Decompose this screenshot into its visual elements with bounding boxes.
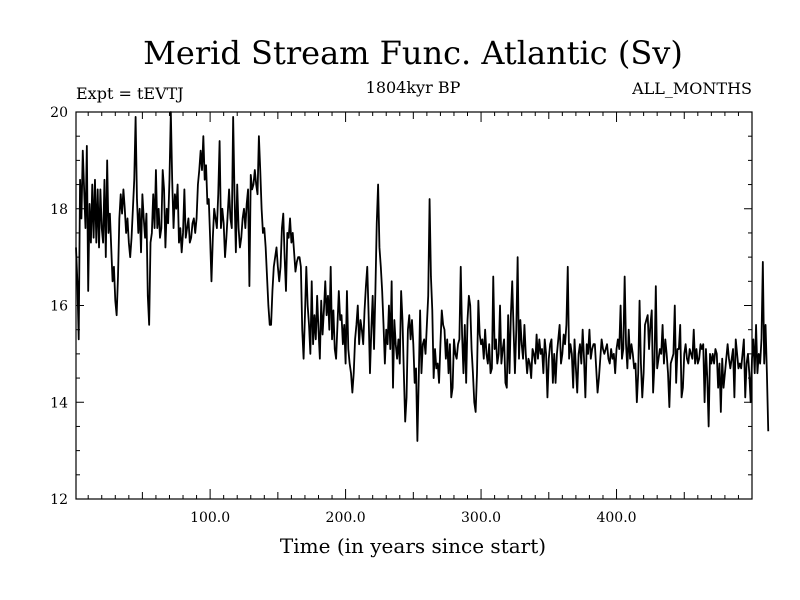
chart-title: Merid Stream Func. Atlantic (Sv) [143, 34, 683, 72]
series-line [75, 111, 770, 442]
x-tick-label: 300.0 [461, 510, 501, 526]
plot-frame [75, 111, 753, 500]
x-tick-label: 100.0 [190, 510, 230, 526]
y-tick-label: 12 [50, 492, 68, 508]
x-axis-label: Time (in years since start) [280, 534, 546, 558]
x-tick-label: 200.0 [326, 510, 366, 526]
y-tick-label: 16 [50, 299, 68, 315]
series-layer [75, 111, 770, 442]
y-tick-label: 18 [50, 202, 68, 218]
y-tick-label: 20 [50, 105, 68, 121]
y-tick-label: 14 [50, 395, 68, 411]
x-tick-label: 400.0 [596, 510, 636, 526]
y-axis: 12 14 16 18 20 [50, 105, 752, 508]
x-axis: 100.0 200.0 300.0 400.0 [87, 112, 739, 526]
experiment-label: Expt = tEVTJ [76, 84, 184, 103]
period-label: ALL_MONTHS [631, 79, 752, 98]
chart-subtitle: 1804kyr BP [366, 78, 461, 97]
